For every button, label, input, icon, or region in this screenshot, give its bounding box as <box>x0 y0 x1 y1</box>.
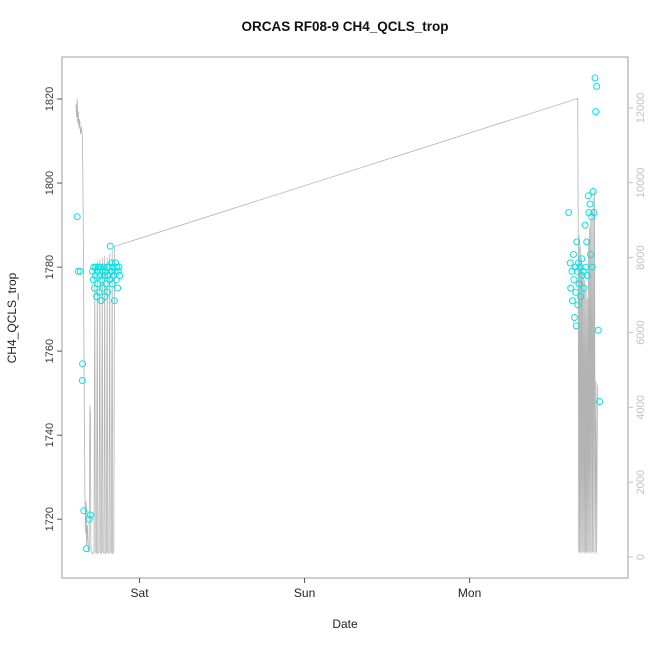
data-point <box>575 280 583 288</box>
data-point <box>91 284 98 292</box>
data-point <box>594 326 602 334</box>
data-point <box>565 209 573 216</box>
data-point <box>571 263 579 271</box>
y-right-tick-label: 12000 <box>635 93 647 124</box>
data-point <box>577 293 585 300</box>
data-point <box>567 284 575 292</box>
data-point <box>570 251 577 258</box>
data-point <box>113 263 121 271</box>
data-point <box>98 267 106 275</box>
data-point <box>114 267 122 275</box>
data-point <box>566 259 574 267</box>
y-axis-label: CH4_QCLS_trop <box>5 272 19 363</box>
plot-box <box>61 56 629 579</box>
data-point <box>574 301 582 309</box>
data-point <box>95 288 103 296</box>
data-point <box>80 507 88 515</box>
y-right-tick-label: 2000 <box>635 470 647 494</box>
data-point <box>580 284 588 292</box>
data-point <box>596 398 604 405</box>
y-right-tick-label: 4000 <box>635 395 647 419</box>
data-point <box>583 272 591 279</box>
data-point <box>94 280 102 288</box>
data-point <box>579 267 587 275</box>
plot-content: 1720 1740 1760 1780 1800 1820 0 2000 4000 6000 800… <box>44 56 647 600</box>
data-point <box>91 272 99 279</box>
data-point <box>73 213 81 221</box>
y-left-tick-label: 1740 <box>44 423 56 447</box>
data-point <box>116 272 124 279</box>
data-point <box>568 267 576 275</box>
data-point <box>74 267 82 275</box>
data-point <box>587 251 594 258</box>
data-point <box>111 267 119 275</box>
data-point <box>115 263 123 271</box>
data-point <box>78 377 86 384</box>
data-point <box>97 297 105 305</box>
data-point <box>100 272 108 279</box>
data-point <box>571 314 578 321</box>
data-point <box>575 259 582 267</box>
x-tick-label: Mon <box>458 586 481 600</box>
y-left-tick-label: 1820 <box>44 87 56 111</box>
data-point <box>590 209 598 216</box>
data-point <box>89 276 97 284</box>
y-right-tick-label: 8000 <box>635 245 647 269</box>
data-point <box>588 263 596 271</box>
data-point <box>584 192 592 200</box>
x-tick-label: Sun <box>294 586 315 600</box>
data-point <box>100 263 108 271</box>
data-point <box>593 82 601 90</box>
y-left-tick-label: 1780 <box>44 255 56 279</box>
data-point <box>95 263 102 271</box>
y-right-tick-label: 0 <box>635 554 647 560</box>
data-point <box>85 515 93 523</box>
data-point <box>79 360 87 368</box>
data-point <box>96 263 104 271</box>
data-point <box>76 267 84 275</box>
y-left-tick-label: 1760 <box>44 339 56 363</box>
data-point <box>104 288 112 296</box>
data-point <box>578 272 586 279</box>
chart-title: ORCAS RF08-9 CH4_QCLS_trop <box>241 19 448 34</box>
data-point <box>112 259 120 267</box>
data-point <box>573 238 581 246</box>
y-right-tick-label: 10000 <box>635 167 647 198</box>
y-left-tick-label: 1800 <box>44 171 56 195</box>
data-point <box>110 297 118 305</box>
y-right-tick-label: 6000 <box>635 320 647 344</box>
data-point <box>581 221 589 229</box>
data-point <box>568 297 576 305</box>
data-point <box>108 280 116 288</box>
data-point <box>112 276 120 284</box>
data-point <box>114 284 122 292</box>
x-axis-label: Date <box>332 617 358 631</box>
x-tick-label: Sat <box>131 586 150 600</box>
data-point <box>592 108 600 116</box>
data-point <box>572 322 580 330</box>
data-point <box>92 263 100 271</box>
data-point <box>589 188 597 195</box>
data-point <box>591 74 599 82</box>
data-point <box>570 276 578 284</box>
y-left-tick-label: 1720 <box>44 507 56 531</box>
data-point <box>106 242 114 250</box>
data-point <box>99 284 107 292</box>
data-point <box>586 200 594 208</box>
data-point <box>588 213 596 221</box>
data-point <box>108 259 116 267</box>
data-point <box>582 263 590 271</box>
data-point <box>82 545 90 553</box>
data-point <box>86 511 94 519</box>
line-series <box>75 97 598 555</box>
data-point <box>90 263 98 271</box>
data-point <box>583 238 591 246</box>
data-point <box>572 288 580 296</box>
data-point <box>578 255 586 263</box>
